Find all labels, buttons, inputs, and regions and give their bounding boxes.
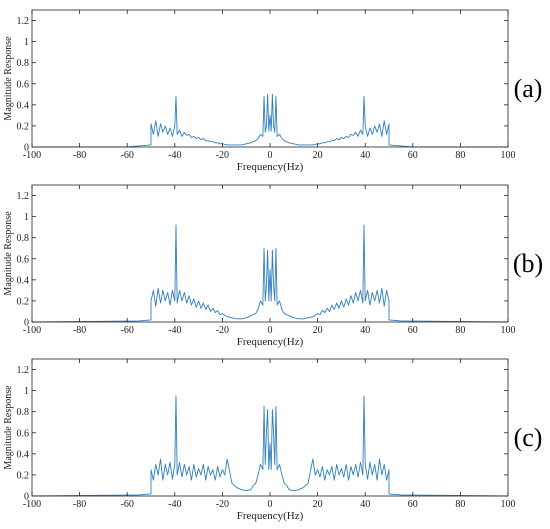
y-tick-label: 0: [24, 492, 29, 503]
y-tick-label: 1.2: [17, 191, 30, 202]
x-tick-label: 0: [268, 150, 273, 161]
x-tick-label: -60: [121, 325, 134, 336]
x-tick-label: -40: [168, 150, 181, 161]
y-axis-label: Magnitude Response: [3, 385, 14, 470]
x-tick-label: -20: [216, 499, 229, 510]
x-tick-label: 20: [313, 150, 323, 161]
x-tick-label: -80: [73, 150, 86, 161]
x-tick-label: 100: [501, 150, 516, 161]
x-tick-label: -100: [23, 325, 41, 336]
y-tick-label: 0.4: [17, 449, 30, 460]
panel-label: (c): [514, 423, 543, 452]
x-tick-label: 100: [501, 499, 516, 510]
x-axis-label: Frequency(Hz): [237, 336, 304, 348]
y-tick-label: 0.2: [17, 121, 30, 132]
chart-panel-1: -100 -80 -60 -40 -20 0 20 40 60 80 100 0 0.2 0.4 0.6 0.…: [3, 9, 543, 173]
chart-panel-2: -100 -80 -60 -40 -20 0 20 40 60 80 100 0 0.2 0.4 0.6 0.…: [3, 184, 543, 348]
y-tick-label: 0: [24, 143, 29, 154]
panel-label: (a): [514, 74, 543, 103]
y-tick-label: 0.4: [17, 275, 30, 286]
x-tick-label: 60: [408, 325, 418, 336]
axes-frame: [31, 358, 509, 497]
x-tick-label: 40: [360, 325, 370, 336]
y-tick-label: 1: [24, 212, 29, 223]
series-line-1: [32, 93, 508, 148]
y-tick-label: 1: [24, 37, 29, 48]
x-tick-label: 60: [408, 499, 418, 510]
series-line-1: [31, 224, 509, 323]
x-tick-label: -80: [73, 325, 86, 336]
x-tick-label: -80: [73, 499, 86, 510]
axes-frame: [31, 9, 509, 148]
x-tick-label: 0: [268, 499, 273, 510]
y-axis-label: Magnitude Response: [3, 211, 14, 296]
x-tick-label: 0: [268, 325, 273, 336]
x-tick-label: -40: [168, 325, 181, 336]
x-tick-label: 60: [408, 150, 418, 161]
y-tick-label: 0.8: [17, 233, 30, 244]
x-tick-label: 40: [360, 499, 370, 510]
x-tick-label: 80: [455, 499, 465, 510]
axes-frame: [31, 184, 509, 323]
x-tick-label: 20: [313, 325, 323, 336]
y-tick-label: 0: [24, 318, 29, 329]
x-tick-label: -100: [23, 499, 41, 510]
y-axis-label: Magnitude Response: [3, 36, 14, 121]
x-tick-label: 80: [455, 325, 465, 336]
x-tick-label: 100: [501, 325, 516, 336]
y-tick-label: 0.6: [17, 428, 30, 439]
y-tick-label: 1.2: [17, 365, 30, 376]
y-tick-label: 0.2: [17, 470, 30, 481]
x-tick-label: -100: [23, 150, 41, 161]
x-tick-label: -60: [121, 499, 134, 510]
x-axis-label: Frequency(Hz): [237, 510, 304, 522]
y-tick-label: 0.8: [17, 58, 30, 69]
y-tick-label: 0.2: [17, 296, 30, 307]
x-tick-label: -40: [168, 499, 181, 510]
y-tick-label: 0.6: [17, 79, 30, 90]
x-tick-label: -20: [216, 150, 229, 161]
y-tick-label: 1: [24, 386, 29, 397]
y-tick-label: 1.2: [17, 16, 30, 27]
y-tick-label: 0.4: [17, 100, 30, 111]
y-tick-label: 0.8: [17, 407, 30, 418]
x-tick-label: 80: [455, 150, 465, 161]
series-line-1: [31, 395, 509, 497]
x-tick-label: -60: [121, 150, 134, 161]
x-axis-label: Frequency(Hz): [237, 161, 304, 173]
y-tick-label: 0.6: [17, 254, 30, 265]
x-tick-label: 40: [360, 150, 370, 161]
x-tick-label: 20: [313, 499, 323, 510]
chart-panel-3: -100 -80 -60 -40 -20 0 20 40 60 80 100 0 0.2 0.4 0.6 0.…: [3, 358, 543, 522]
panel-label: (b): [513, 249, 543, 278]
x-tick-label: -20: [216, 325, 229, 336]
